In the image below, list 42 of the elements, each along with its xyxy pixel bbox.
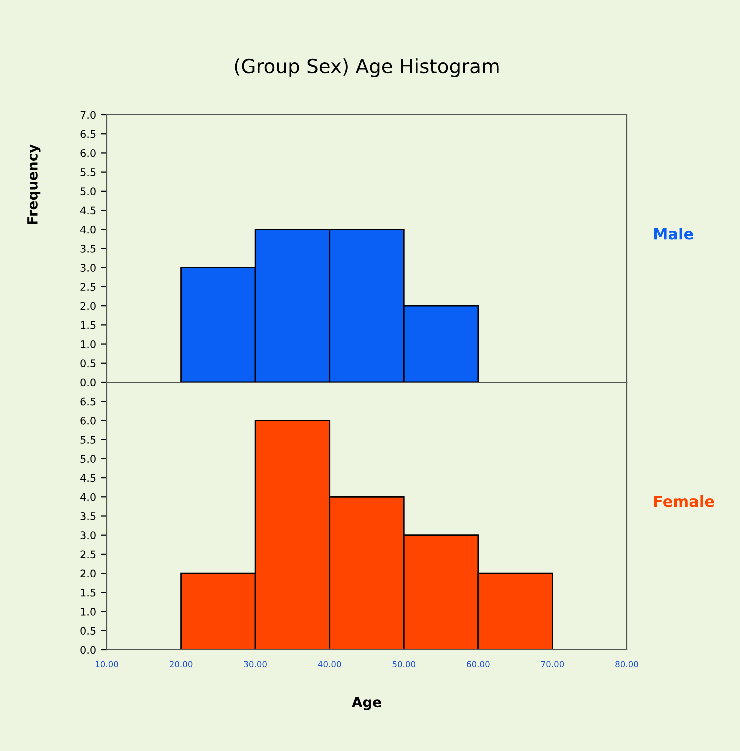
y-tick-label: 4.5 [80,474,96,482]
y-tick-label: 1.5 [81,322,96,330]
y-tick-label: 2.0 [80,302,96,310]
x-axis-title: Age [352,697,382,710]
x-tick-label: 50.00 [392,661,416,668]
y-tick-label: 5.0 [80,455,96,464]
y-tick-label: 6.5 [80,398,96,406]
y-tick-label: 6.0 [80,416,96,425]
y-tick-label: 4.0 [80,493,96,502]
y-tick-label: 6.5 [80,130,96,138]
chart-title: (Group Sex) Age Histogram [235,58,499,78]
y-tick-label: 0.0 [80,646,96,654]
y-tick-label: 3.5 [80,244,96,253]
y-tick-label: 6.0 [80,149,96,158]
y-tick-label: 2.0 [80,570,96,578]
y-tick-label: 3.0 [80,532,96,540]
y-tick-label: 5.5 [80,436,96,444]
y-axis-title: Frequency [28,144,41,224]
y-tick-label: 0.5 [80,360,96,368]
y-tick-label: 7.0 [80,111,96,120]
x-tick-label: 40.00 [318,661,342,668]
y-tick-label: 1.0 [81,608,96,616]
y-tick-label: 5.5 [80,168,96,176]
x-tick-label: 10.00 [96,661,118,668]
x-tick-label: 60.00 [467,661,490,668]
y-tick-label: 4.5 [80,206,96,215]
x-tick-label: 80.00 [616,661,638,668]
y-tick-label: 2.5 [80,283,96,292]
y-tick-label: 0.5 [80,627,96,635]
y-tick-label: 3.5 [80,512,96,520]
y-tick-label: 3.0 [80,264,96,272]
y-tick-label: 1.0 [81,340,96,348]
x-tick-label: 30.00 [244,661,267,668]
x-tick-label: 70.00 [541,661,564,668]
text: Female [654,495,714,508]
x-tick-label: 20.00 [170,661,193,668]
y-tick-label: 0.0 [80,378,96,387]
y-tick-label: 4.0 [80,226,96,234]
y-tick-label: 2.5 [80,550,96,559]
y-tick-label: 5.0 [80,188,96,196]
text: Male [654,228,694,240]
y-tick-label: 1.5 [81,589,96,597]
